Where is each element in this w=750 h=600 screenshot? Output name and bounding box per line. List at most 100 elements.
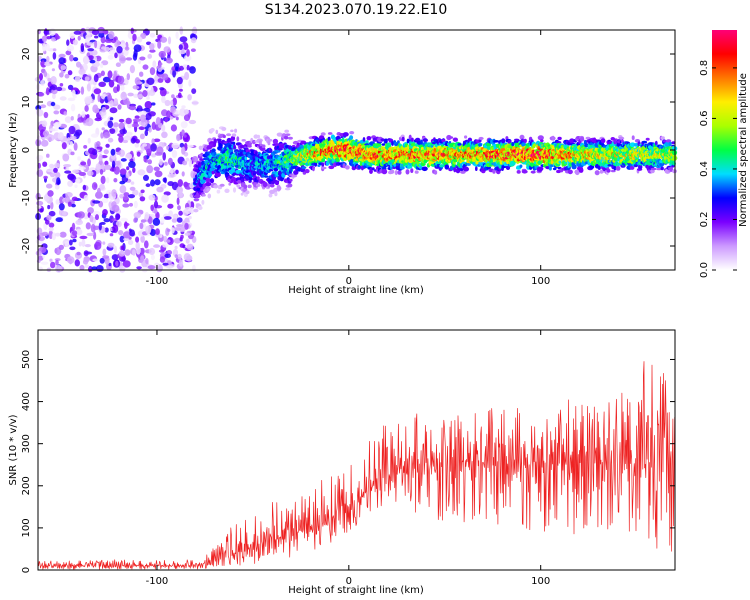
noise-blob (183, 109, 190, 115)
noise-blob (125, 172, 130, 179)
noise-blob (153, 208, 158, 214)
noise-blob (177, 205, 181, 211)
ridge-blob (284, 133, 291, 136)
noise-blob (184, 207, 192, 215)
noise-blob (119, 235, 125, 243)
noise-blob (129, 202, 133, 207)
noise-blob (74, 76, 81, 82)
noise-blob (143, 155, 147, 163)
noise-blob (84, 96, 92, 104)
noise-blob (66, 39, 70, 46)
noise-blob (186, 255, 193, 262)
noise-blob (164, 99, 171, 107)
noise-blob (74, 184, 78, 188)
noise-blob (107, 54, 114, 60)
noise-blob (167, 181, 174, 187)
noise-blob (137, 94, 144, 99)
ridge-blob (274, 191, 278, 197)
noise-blob (46, 55, 50, 63)
noise-blob (118, 230, 124, 236)
noise-blob (36, 97, 41, 102)
noise-blob (145, 112, 152, 121)
noise-blob (95, 163, 101, 171)
noise-blob (162, 177, 167, 183)
noise-blob (117, 75, 125, 85)
noise-blob (176, 224, 183, 228)
noise-blob (123, 222, 130, 227)
ridge-blob (224, 188, 230, 193)
noise-blob (145, 225, 152, 235)
noise-blob (189, 66, 196, 74)
noise-blob (54, 265, 63, 273)
noise-blob (103, 193, 110, 199)
noise-blob (101, 127, 105, 131)
noise-blob (133, 44, 142, 52)
noise-blob (154, 262, 160, 267)
noise-blob (49, 28, 56, 36)
noise-blob (128, 105, 137, 111)
noise-blob (67, 201, 72, 207)
noise-blob (42, 161, 48, 167)
noise-blob (103, 164, 112, 170)
noise-blob (109, 99, 114, 108)
noise-blob (111, 189, 117, 197)
noise-blob (64, 170, 72, 174)
noise-blob (77, 117, 84, 123)
noise-blob (127, 239, 134, 245)
noise-blob (109, 117, 114, 121)
noise-blob (187, 144, 194, 148)
noise-blob (70, 103, 76, 112)
noise-blob (85, 117, 94, 127)
noise-blob (54, 232, 61, 237)
noise-blob (176, 134, 181, 142)
noise-blob (188, 158, 192, 168)
noise-blob (171, 142, 180, 149)
noise-blob (134, 77, 141, 85)
noise-blob (165, 239, 171, 243)
noise-blob (168, 210, 174, 218)
noise-blob (94, 35, 99, 39)
noise-blob (91, 29, 100, 36)
noise-blob (101, 46, 107, 50)
ridge-blob (213, 138, 217, 144)
noise-blob (116, 213, 121, 220)
noise-blob (171, 218, 178, 223)
noise-blob (46, 214, 52, 221)
noise-blob (45, 219, 50, 225)
noise-blob (39, 73, 43, 81)
noise-blob (108, 50, 116, 55)
noise-blob (163, 46, 171, 53)
noise-blob (179, 36, 188, 43)
noise-blob (85, 222, 91, 230)
ridge-blob (202, 193, 206, 197)
noise-blob (69, 239, 73, 246)
noise-blob (152, 60, 157, 68)
noise-blob (55, 172, 61, 179)
noise-blob (50, 201, 54, 210)
noise-blob (87, 137, 91, 144)
noise-blob (54, 34, 60, 40)
noise-blob (86, 42, 94, 46)
noise-blob (106, 177, 110, 184)
noise-blob (149, 49, 156, 53)
noise-blob (162, 262, 169, 266)
ridge-blob (475, 166, 478, 171)
noise-blob (186, 49, 190, 57)
ridge-blob (205, 182, 212, 187)
noise-blob (184, 232, 191, 236)
noise-blob (109, 233, 114, 237)
noise-blob (120, 158, 127, 162)
noise-blob (108, 31, 115, 40)
ridge-blob (381, 169, 388, 175)
noise-blob (40, 261, 49, 265)
noise-blob (167, 228, 171, 232)
noise-blob (140, 32, 147, 40)
ridge-blob (405, 169, 410, 175)
noise-blob (142, 90, 148, 97)
noise-blob (149, 67, 156, 76)
noise-blob (140, 189, 145, 194)
noise-blob (163, 57, 167, 62)
noise-blob (98, 81, 106, 88)
noise-blob (178, 44, 183, 50)
noise-blob (114, 245, 117, 254)
